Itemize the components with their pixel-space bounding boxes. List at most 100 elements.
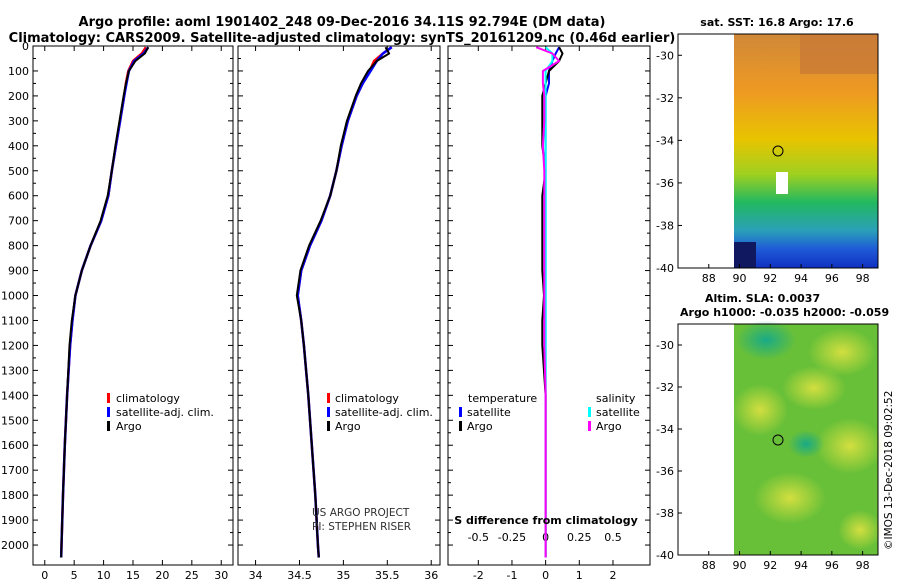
sst-map-title: sat. SST: 16.8 Argo: 17.6 — [700, 16, 854, 29]
sst-map-warm-patch — [800, 34, 878, 74]
y-tick-label: 1700 — [1, 464, 29, 477]
lat-tick-label: -34 — [656, 423, 674, 436]
sla-map-axes: 88 90 92 94 96 98 -30 -32 -34 -36 -38 -40 — [656, 339, 870, 572]
lon-tick-label: 88 — [702, 559, 716, 572]
lon-tick-label: 96 — [825, 559, 839, 572]
series-line-s-satellite — [544, 46, 554, 558]
figure-title-line1: Argo profile: aoml 1901402_248 09-Dec-20… — [79, 15, 606, 30]
lat-tick-label: -40 — [656, 549, 674, 562]
temperature-legend: climatology satellite-adj. clim. Argo — [107, 392, 214, 433]
legend-heading-temperature: temperature — [468, 392, 537, 405]
lon-tick-label: 98 — [856, 272, 870, 285]
S-tick-label: 0.5 — [604, 531, 622, 544]
y-tick-label: 100 — [8, 65, 29, 78]
y-tick-label: 400 — [8, 140, 29, 153]
S-tick-label: 0.25 — [567, 531, 592, 544]
legend-swatch-S-satellite — [588, 407, 591, 417]
legend-swatch-argo — [107, 421, 110, 431]
x-tick-label: 34.5 — [287, 569, 312, 580]
x-tick-label: 35 — [336, 569, 350, 580]
series-line-argo — [60, 46, 150, 558]
T-tick-label: -2 — [473, 569, 484, 580]
sst-map-coast-patch — [734, 242, 756, 268]
lat-tick-label: -40 — [656, 262, 674, 275]
lat-tick-label: -36 — [656, 465, 674, 478]
x-tick-label: 10 — [97, 569, 111, 580]
legend-label-climatology: climatology — [116, 392, 180, 405]
x-tick-label: 5 — [71, 569, 78, 580]
y-tick-label: 200 — [8, 90, 29, 103]
legend-label-S-argo: Argo — [596, 420, 622, 433]
y-tick-label: 1300 — [1, 364, 29, 377]
S-tick-label: -0.25 — [498, 531, 526, 544]
T-tick-label: -1 — [506, 569, 517, 580]
lon-tick-label: 98 — [856, 559, 870, 572]
y-tick-label: 900 — [8, 265, 29, 278]
legend-label-argo: Argo — [335, 420, 361, 433]
sla-map-high-anomaly — [736, 320, 796, 360]
difference-legend: temperature salinity satellite Argo sate… — [454, 392, 640, 527]
y-tick-label: 600 — [8, 190, 29, 203]
legend-label-argo: Argo — [116, 420, 142, 433]
legend-swatch-S-argo — [588, 421, 591, 431]
legend-swatch-argo — [327, 421, 330, 431]
sla-map-land-area — [678, 324, 734, 555]
x-tick-label: 0 — [41, 569, 48, 580]
y-tick-label: 2000 — [1, 539, 29, 552]
imos-credit: ©IMOS 13-Dec-2018 09:02:52 — [883, 391, 895, 550]
legend-swatch-satellite — [327, 407, 330, 417]
y-tick-label: 1100 — [1, 314, 29, 327]
sla-map-high-anomaly — [782, 366, 846, 410]
legend-label-satellite: satellite-adj. clim. — [116, 406, 214, 419]
sst-map-land-area — [678, 34, 734, 268]
y-tick-label: 1800 — [1, 489, 29, 502]
y-tick-label: 0 — [22, 40, 29, 53]
lat-tick-label: -38 — [656, 507, 674, 520]
legend-swatch-climatology — [107, 393, 110, 403]
y-tick-label: 500 — [8, 165, 29, 178]
difference-panel: -2-1012T difference from climatology-0.5… — [447, 45, 651, 580]
lat-tick-label: -32 — [656, 381, 674, 394]
series-line-climatology — [296, 46, 393, 558]
sla-map-low-anomaly — [788, 430, 824, 458]
sla-map — [677, 320, 884, 556]
lon-tick-label: 92 — [763, 559, 777, 572]
lat-tick-label: -36 — [656, 177, 674, 190]
salinity-legend: climatology satellite-adj. clim. Argo — [327, 392, 433, 433]
series-line-s-argo — [535, 46, 561, 558]
sla-map-high-anomaly — [808, 328, 876, 376]
sla-map-high-anomaly — [838, 510, 882, 550]
legend-label-T-argo: Argo — [467, 420, 493, 433]
lon-tick-label: 90 — [733, 559, 747, 572]
lat-tick-label: -32 — [656, 92, 674, 105]
series-line-satellite-adj-clim — [296, 46, 393, 558]
sst-map-argo-marker — [772, 145, 784, 157]
series-line-t-satellite — [544, 46, 560, 558]
y-tick-label: 1200 — [1, 339, 29, 352]
watermark-line2: PI: STEPHEN RISER — [312, 521, 411, 533]
sst-map-axes: 88 90 92 94 96 98 -30 -32 -34 -36 -38 -40 — [656, 49, 870, 285]
sla-map-high-anomaly — [754, 472, 826, 524]
sst-map-cloud-patch — [776, 172, 788, 194]
x-tick-label: 34 — [249, 569, 263, 580]
series-line-argo — [295, 46, 391, 558]
plot-frame — [237, 45, 441, 566]
y-tick-label: 1400 — [1, 389, 29, 402]
x-tick-label: 25 — [185, 569, 199, 580]
sla-map-high-anomaly — [732, 384, 788, 436]
sla-map-frame — [677, 323, 879, 556]
y-tick-label: 1900 — [1, 514, 29, 527]
sst-map — [677, 33, 879, 269]
lat-tick-label: -30 — [656, 339, 674, 352]
legend-swatch-climatology — [327, 393, 330, 403]
sla-map-title-line2: Argo h1000: -0.035 h2000: -0.059 — [680, 306, 889, 319]
y-tick-label: 1500 — [1, 414, 29, 427]
y-tick-label: 300 — [8, 115, 29, 128]
y-tick-label: 700 — [8, 215, 29, 228]
temperature-panel: 051015202530temperature (deg C)010020030… — [1, 40, 234, 580]
legend-label-satellite: satellite-adj. clim. — [335, 406, 433, 419]
lat-tick-label: -38 — [656, 219, 674, 232]
legend-label-T-satellite: satellite — [467, 406, 511, 419]
